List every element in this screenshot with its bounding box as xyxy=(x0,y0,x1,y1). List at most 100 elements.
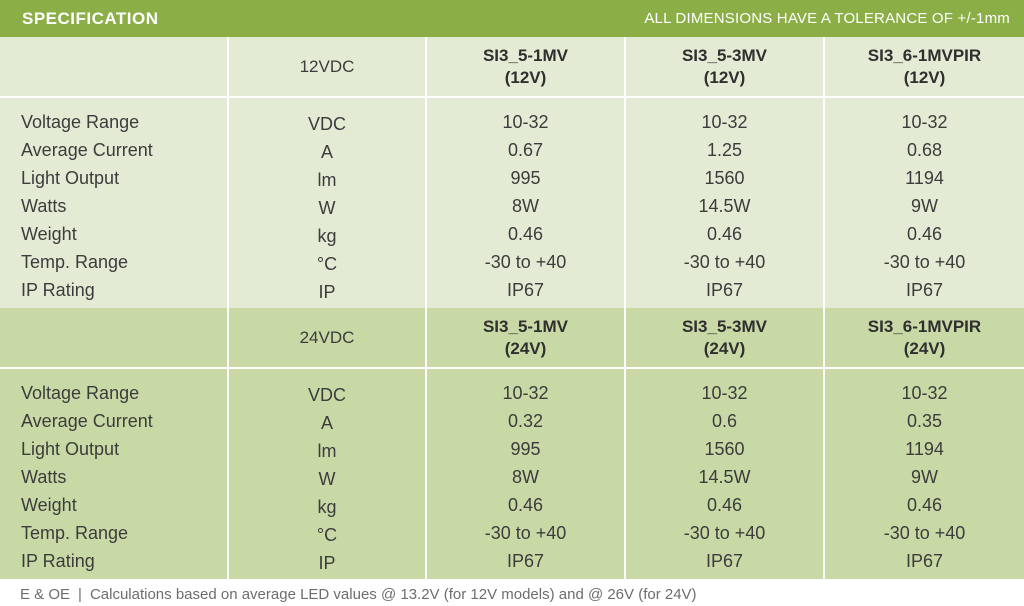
footer-separator: | xyxy=(78,586,82,603)
table-row: Temp. Range °C -30 to +40 -30 to +40 -30… xyxy=(0,248,1024,276)
value-cell: 10-32 xyxy=(502,111,549,132)
param-label: Voltage Range xyxy=(21,111,140,132)
value-cell: 0.46 xyxy=(906,223,943,244)
unit-cell: °C xyxy=(316,524,338,545)
param-label: IP Rating xyxy=(21,279,95,300)
table-row: Light Output lm 995 1560 1194 xyxy=(0,435,1024,463)
value-cell: 14.5W xyxy=(698,195,751,216)
table-row: IP Rating IP IP67 IP67 IP67 xyxy=(0,276,1024,304)
param-label: Light Output xyxy=(21,438,120,459)
param-label: Temp. Range xyxy=(21,522,129,543)
tolerance-note: ALL DIMENSIONS HAVE A TOLERANCE OF +/-1m… xyxy=(644,10,1010,27)
param-label: Light Output xyxy=(21,167,120,188)
unit-cell: VDC xyxy=(307,113,346,134)
voltage-header: 24VDC xyxy=(229,308,425,367)
table-row: Watts W 8W 14.5W 9W xyxy=(0,463,1024,491)
unit-cell: °C xyxy=(316,253,338,274)
value-cell: IP67 xyxy=(905,279,944,300)
value-cell: 0.32 xyxy=(507,410,544,431)
value-cell: 10-32 xyxy=(502,382,549,403)
model-header: SI3_5-3MV (24V) xyxy=(626,308,823,367)
model-header: SI3_6-1MVPIR (12V) xyxy=(825,37,1024,96)
value-cell: -30 to +40 xyxy=(683,251,766,272)
section-body: Voltage Range VDC 10-32 10-32 10-32 Aver… xyxy=(0,369,1024,579)
value-cell: 995 xyxy=(510,438,541,459)
model-name: SI3_5-1MV xyxy=(482,316,569,336)
value-cell: IP67 xyxy=(506,279,545,300)
value-cell: 1194 xyxy=(905,167,944,188)
model-variant: (12V) xyxy=(504,67,547,87)
value-cell: -30 to +40 xyxy=(683,522,766,543)
value-cell: 10-32 xyxy=(901,111,948,132)
value-cell: 0.6 xyxy=(711,410,738,431)
value-cell: -30 to +40 xyxy=(883,251,966,272)
spec-section-24v: 24VDC SI3_5-1MV (24V) SI3_5-3MV (24V) SI… xyxy=(0,308,1024,579)
unit-cell: IP xyxy=(318,552,336,573)
value-cell: 1194 xyxy=(905,438,944,459)
model-header: SI3_5-1MV (12V) xyxy=(427,37,624,96)
table-row: Temp. Range °C -30 to +40 -30 to +40 -30… xyxy=(0,519,1024,547)
value-cell: 10-32 xyxy=(901,382,948,403)
value-cell: 9W xyxy=(911,466,938,487)
param-label: Watts xyxy=(21,195,67,216)
value-cell: 8W xyxy=(512,195,539,216)
column-divider xyxy=(425,98,427,308)
table-row: Average Current A 0.32 0.6 0.35 xyxy=(0,407,1024,435)
model-name: SI3_6-1MVPIR xyxy=(867,45,982,65)
section-body: Voltage Range VDC 10-32 10-32 10-32 Aver… xyxy=(0,98,1024,308)
column-divider xyxy=(425,369,427,579)
column-divider xyxy=(823,369,825,579)
calculation-note: Calculations based on average LED values… xyxy=(89,586,697,603)
table-row: IP Rating IP IP67 IP67 IP67 xyxy=(0,547,1024,575)
value-cell: -30 to +40 xyxy=(883,522,966,543)
value-cell: 14.5W xyxy=(698,466,751,487)
value-cell: 0.68 xyxy=(906,139,943,160)
value-cell: 10-32 xyxy=(701,382,748,403)
param-label: Voltage Range xyxy=(21,382,140,403)
model-variant: (24V) xyxy=(703,338,746,358)
value-cell: 0.46 xyxy=(706,223,743,244)
table-row: Average Current A 0.67 1.25 0.68 xyxy=(0,136,1024,164)
model-variant: (12V) xyxy=(903,67,946,87)
column-divider xyxy=(227,98,229,308)
param-label: IP Rating xyxy=(21,550,95,571)
model-header: SI3_5-3MV (12V) xyxy=(626,37,823,96)
unit-cell: lm xyxy=(317,440,337,461)
value-cell: IP67 xyxy=(705,279,744,300)
value-cell: 0.67 xyxy=(507,139,544,160)
value-cell: 1.25 xyxy=(706,139,743,160)
unit-cell: A xyxy=(320,412,333,433)
unit-cell: kg xyxy=(317,225,337,246)
value-cell: IP67 xyxy=(705,550,744,571)
value-cell: 0.46 xyxy=(906,494,943,515)
value-cell: 9W xyxy=(911,195,938,216)
table-row: Light Output lm 995 1560 1194 xyxy=(0,164,1024,192)
model-variant: (24V) xyxy=(504,338,547,358)
model-variant: (24V) xyxy=(903,338,946,358)
value-cell: -30 to +40 xyxy=(484,522,567,543)
column-divider xyxy=(823,98,825,308)
unit-cell: W xyxy=(318,468,336,489)
unit-cell: VDC xyxy=(307,384,346,405)
value-cell: 1560 xyxy=(704,167,745,188)
spec-title: SPECIFICATION xyxy=(22,8,159,28)
table-row: Weight kg 0.46 0.46 0.46 xyxy=(0,220,1024,248)
table-row: Watts W 8W 14.5W 9W xyxy=(0,192,1024,220)
value-cell: IP67 xyxy=(905,550,944,571)
model-header: SI3_5-1MV (24V) xyxy=(427,308,624,367)
unit-cell: lm xyxy=(317,169,337,190)
table-row: Voltage Range VDC 10-32 10-32 10-32 xyxy=(0,108,1024,136)
column-divider xyxy=(624,98,626,308)
param-label: Watts xyxy=(21,466,67,487)
spec-section-12v: 12VDC SI3_5-1MV (12V) SI3_5-3MV (12V) SI… xyxy=(0,37,1024,308)
value-cell: IP67 xyxy=(506,550,545,571)
value-cell: 0.46 xyxy=(706,494,743,515)
value-cell: 8W xyxy=(512,466,539,487)
header-blank-cell xyxy=(0,37,227,96)
unit-cell: W xyxy=(318,197,336,218)
footer-note: E & OE | Calculations based on average LED… xyxy=(20,586,697,603)
voltage-header: 12VDC xyxy=(229,37,425,96)
param-label: Average Current xyxy=(21,139,153,160)
table-row: Weight kg 0.46 0.46 0.46 xyxy=(0,491,1024,519)
voltage-label: 12VDC xyxy=(299,56,355,76)
